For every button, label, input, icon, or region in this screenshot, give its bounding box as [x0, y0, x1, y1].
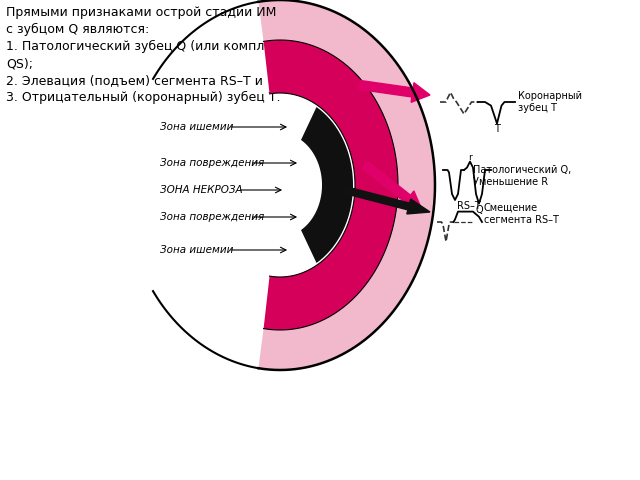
Text: Т: Т — [494, 124, 500, 134]
Text: r: r — [468, 153, 472, 162]
Text: Смещение
сегмента RS–Т: Смещение сегмента RS–Т — [483, 203, 558, 225]
Polygon shape — [259, 0, 435, 370]
Text: Коронарный
зубец Т: Коронарный зубец Т — [518, 91, 582, 113]
Text: Зона ишемии: Зона ишемии — [160, 245, 234, 255]
Text: Q: Q — [475, 205, 483, 215]
Text: Патологический Q,
Уменьшение R: Патологический Q, Уменьшение R — [473, 165, 572, 187]
Text: ЗОНА НЕКРОЗА: ЗОНА НЕКРОЗА — [160, 185, 243, 195]
Polygon shape — [264, 40, 398, 330]
FancyArrow shape — [362, 161, 422, 210]
FancyArrow shape — [360, 81, 430, 102]
Text: Прямыми признаками острой стадии ИМ
с зубцом Q являются:
1. Патологический зубец: Прямыми признаками острой стадии ИМ с зу… — [6, 6, 287, 104]
Text: RS–Т: RS–Т — [456, 201, 480, 211]
Polygon shape — [301, 107, 353, 263]
Text: Зона ишемии: Зона ишемии — [160, 122, 234, 132]
FancyArrow shape — [344, 187, 430, 214]
Text: Зона повреждения: Зона повреждения — [160, 158, 264, 168]
Text: Зона повреждения: Зона повреждения — [160, 212, 264, 222]
